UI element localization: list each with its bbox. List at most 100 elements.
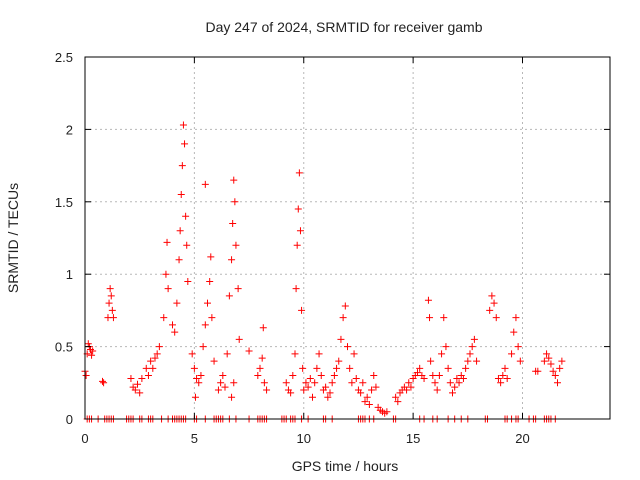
data-point [147,357,155,365]
data-point [254,372,262,380]
data-point [451,383,459,391]
x-axis-label: GPS time / hours [292,458,399,474]
data-point [217,379,225,387]
data-point [221,383,229,391]
data-point [330,372,338,380]
data-point [435,372,443,380]
data-point [503,374,511,382]
data-point [363,393,371,401]
data-point [414,369,421,377]
data-point [309,393,316,401]
data-point [175,256,183,264]
data-point [311,379,319,387]
data-point [315,350,323,358]
data-point [497,379,505,387]
data-point [138,374,146,382]
data-point [352,374,360,382]
data-point [84,340,92,348]
data-point [207,253,215,261]
data-point [306,374,314,382]
data-point [231,198,239,206]
data-point [197,372,205,380]
data-point [259,324,267,332]
y-tick-label: 0 [66,412,73,427]
data-point [232,241,240,249]
data-point [229,220,237,228]
grid-lines [85,57,610,419]
data-point [214,386,222,394]
data-point [155,343,163,351]
data-point [341,302,349,310]
data-point [361,398,369,406]
data-point [289,372,297,380]
data-point [407,383,415,391]
data-point [449,389,456,397]
data-point [134,380,141,388]
data-point [440,314,448,322]
data-point [346,364,354,372]
x-tick-label: 10 [297,431,311,446]
plot-frame [84,56,611,420]
data-point [201,180,209,188]
data-point [534,367,542,375]
data-point [324,393,332,401]
data-point [164,285,172,293]
data-point [427,357,435,365]
data-point [177,191,185,199]
data-point [368,386,376,394]
data-point [333,364,341,372]
data-point [181,140,189,148]
data-point [219,372,227,380]
data-point [191,393,199,401]
data-point [549,367,557,375]
data-point [453,374,461,382]
data-points [81,121,566,423]
data-point [195,379,203,387]
data-point [82,372,90,380]
data-point [488,292,496,300]
data-point [300,386,308,394]
data-point [328,379,336,387]
data-point [429,372,437,380]
data-point [260,379,268,387]
data-point [188,350,196,358]
data-point [490,299,498,307]
data-point [171,328,179,336]
data-point [416,364,424,372]
data-point [420,374,428,382]
data-point [169,321,176,329]
data-point [501,364,509,372]
data-point [127,374,135,382]
x-tick-label: 15 [406,431,420,446]
data-point [543,350,551,358]
data-point [193,374,201,382]
data-point [173,299,181,307]
data-point [365,401,373,409]
data-point [176,227,184,235]
data-point [256,364,264,372]
data-point [184,277,192,285]
data-point [179,121,187,129]
data-point [426,314,434,322]
data-point [383,408,391,416]
data-point [433,386,441,394]
y-tick-label: 2 [66,122,73,137]
data-point [109,314,117,322]
data-point [153,350,161,358]
data-point [162,270,170,278]
data-point [304,383,312,391]
data-point [106,285,114,293]
data-point [337,335,345,343]
data-point [263,386,271,394]
data-point [514,343,522,351]
data-point [466,350,474,358]
data-point [372,383,380,391]
data-point [357,389,365,397]
data-point [292,285,300,293]
data-point [339,314,347,322]
data-point [160,314,168,322]
data-point [350,350,358,358]
data-point [149,364,157,372]
data-point [142,364,150,372]
